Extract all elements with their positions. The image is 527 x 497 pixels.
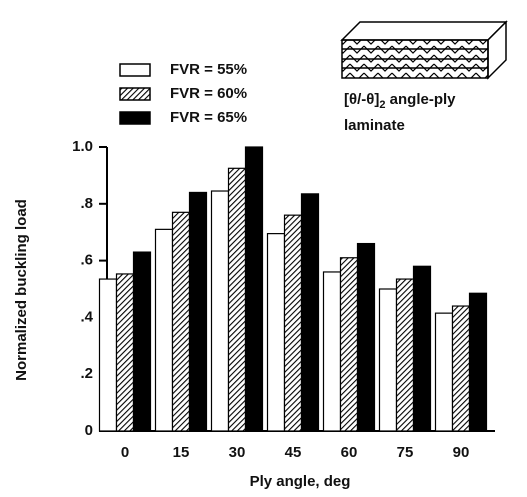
y-tick-label: 1.0 [72,138,93,155]
legend-label: FVR = 60% [170,85,247,102]
bar [171,211,191,432]
legend-swatch [119,87,151,101]
annotation: [θ/-θ]2 angle-ply [344,91,456,111]
legend-swatch [119,111,151,125]
y-tick-label: 0 [85,422,93,439]
annotation: laminate [344,117,405,134]
legend-label: FVR = 55% [170,61,247,78]
legend-label: FVR = 65% [170,109,247,126]
bar [300,193,320,432]
x-tick-label: 75 [397,444,414,461]
bar [154,228,174,432]
y-tick-label: .4 [80,308,93,325]
bar [210,190,230,432]
bar [468,292,488,432]
bar [322,271,342,432]
bar [395,278,415,432]
x-axis-label: Ply angle, deg [250,473,351,490]
bar [378,288,398,432]
x-tick-label: 30 [229,444,246,461]
bar [266,233,286,432]
x-tick-label: 45 [285,444,302,461]
bar [451,305,471,432]
bar [412,265,432,432]
y-tick-label: .6 [80,252,93,269]
bar [188,191,208,432]
bar [98,278,118,432]
y-tick-label: .8 [80,195,93,212]
y-axis-label: Normalized buckling load [13,199,30,381]
bar [244,146,264,432]
laminate-illustration [340,20,508,80]
bar [434,312,454,432]
x-tick-label: 15 [173,444,190,461]
legend-swatch [119,63,151,77]
bar [115,273,135,432]
y-tick-label: .2 [80,365,93,382]
bar [356,242,376,432]
bar [132,251,152,432]
bar [227,167,247,432]
x-tick-label: 0 [121,444,129,461]
bar [283,214,303,432]
x-tick-label: 90 [453,444,470,461]
bar [339,257,359,432]
x-tick-label: 60 [341,444,358,461]
